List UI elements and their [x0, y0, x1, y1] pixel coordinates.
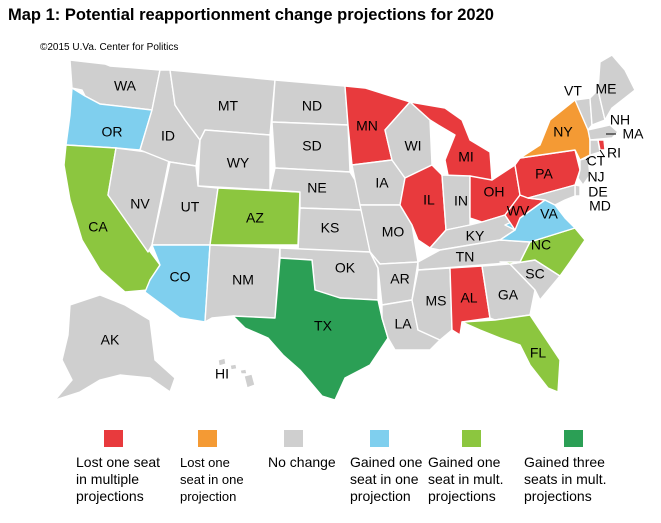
legend-swatch	[564, 430, 583, 447]
label-FL: FL	[530, 345, 547, 361]
state-HI	[217, 357, 256, 389]
state-DE	[574, 184, 581, 197]
label-UT: UT	[181, 199, 200, 215]
label-ND: ND	[302, 98, 322, 114]
label-AR: AR	[390, 271, 409, 287]
state-NC	[499, 227, 586, 277]
label-GA: GA	[498, 287, 519, 303]
label-IL: IL	[423, 192, 435, 208]
label-MN: MN	[356, 118, 378, 134]
label-NJ: NJ	[587, 169, 604, 185]
label-MS: MS	[426, 293, 447, 309]
state-ME	[597, 54, 636, 121]
label-WV: WV	[507, 203, 530, 219]
label-PA: PA	[535, 166, 553, 182]
legend-label: Lost one seat in one projection	[180, 455, 244, 504]
state-MA	[587, 124, 619, 141]
label-SD: SD	[302, 138, 321, 154]
label-NH: NH	[610, 112, 630, 128]
label-NE: NE	[307, 180, 326, 196]
label-OR: OR	[102, 124, 123, 140]
state-TX	[232, 257, 389, 401]
state-MD	[527, 184, 576, 206]
label-MI: MI	[458, 149, 474, 165]
label-AK: AK	[101, 332, 120, 348]
label-KS: KS	[321, 220, 340, 236]
legend-swatch	[198, 430, 217, 447]
state-CT	[589, 139, 601, 156]
label-RI: RI	[607, 145, 621, 161]
map-title: Map 1: Potential reapportionment change …	[8, 6, 494, 24]
label-WA: WA	[114, 78, 137, 94]
label-TX: TX	[314, 318, 333, 334]
label-LA: LA	[394, 316, 412, 332]
label-ME: ME	[596, 81, 617, 97]
legend-label: No change	[268, 454, 336, 470]
legend-swatch	[284, 430, 303, 447]
label-VA: VA	[540, 206, 558, 222]
legend-swatch	[462, 430, 481, 447]
label-MA: MA	[623, 126, 645, 142]
label-SC: SC	[525, 266, 544, 282]
label-AL: AL	[460, 290, 477, 306]
callout-lines	[585, 133, 616, 161]
label-NM: NM	[232, 272, 254, 288]
label-CT: CT	[587, 153, 606, 169]
label-CA: CA	[88, 219, 108, 235]
label-NV: NV	[130, 196, 150, 212]
label-WY: WY	[227, 155, 250, 171]
label-KY: KY	[466, 228, 485, 244]
label-TN: TN	[456, 249, 475, 265]
legend-label: Gained one seat in mult. projections	[428, 454, 504, 504]
label-CO: AZ	[246, 210, 264, 226]
state-AK	[54, 294, 176, 401]
label-HI: HI	[215, 366, 229, 382]
label-IN: IN	[454, 193, 468, 209]
label-ID: ID	[161, 128, 175, 144]
label-DE: DE	[588, 184, 607, 200]
label-OK: OK	[335, 260, 356, 276]
copyright-note: ©2015 U.Va. Center for Politics	[40, 42, 179, 53]
label-OH: OH	[484, 184, 505, 200]
state-RI	[597, 139, 606, 151]
label-WI: WI	[404, 138, 421, 154]
us-map: WA OR CA NV ID MT WY UT AZ CO NM ND SD N…	[54, 54, 645, 401]
legend-label: Lost one seat in multiple projections	[76, 454, 161, 504]
state-WY	[197, 129, 271, 191]
label-IA: IA	[375, 175, 389, 191]
legend-swatch	[370, 430, 389, 447]
label-NY: NY	[553, 124, 573, 140]
label-MO: MO	[382, 224, 405, 240]
state-FL	[461, 314, 561, 393]
label-AZ: CO	[170, 269, 191, 285]
legend-label: Gained three seats in mult. projections	[524, 454, 607, 504]
legend-swatch	[104, 430, 123, 447]
legend-label: Gained one seat in one projection	[350, 454, 423, 504]
label-MD: MD	[589, 198, 611, 214]
label-VT: VT	[564, 83, 582, 99]
label-NC: NC	[531, 237, 551, 253]
label-MT: MT	[218, 98, 239, 114]
